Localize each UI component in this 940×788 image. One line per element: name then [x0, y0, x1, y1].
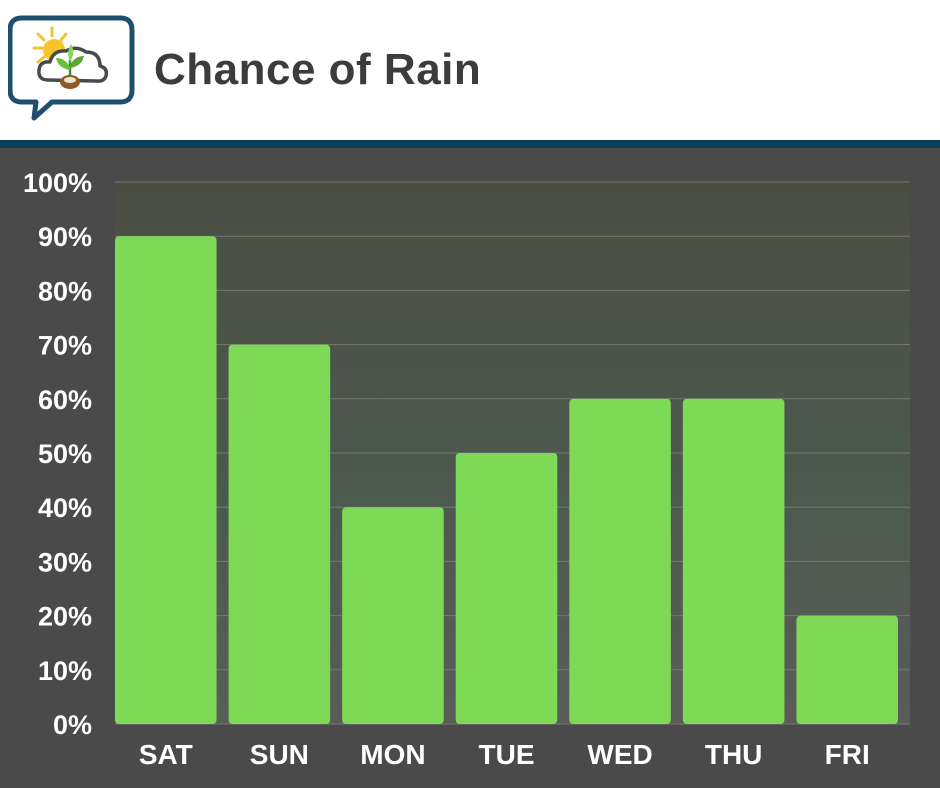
y-tick-label: 100%: [23, 168, 92, 198]
y-tick-label: 10%: [38, 656, 92, 686]
bar-sat: [115, 236, 217, 724]
x-tick-label: FRI: [825, 739, 870, 770]
y-tick-label: 20%: [38, 602, 92, 632]
chart-container: 0% 10% 20% 30% 40% 50% 60% 70% 80% 90% 100% SAT SUN…: [0, 148, 940, 788]
x-tick-label: MON: [360, 739, 425, 770]
bar-tue: [455, 453, 558, 724]
y-tick-label: 50%: [38, 439, 92, 469]
bar-thu: [682, 398, 785, 724]
y-tick-label: 30%: [38, 547, 92, 577]
bar-sun: [228, 344, 331, 724]
bar-wed: [569, 398, 671, 724]
y-tick-label: 80%: [38, 276, 92, 306]
page-title: Chance of Rain: [154, 45, 482, 94]
x-tick-label: THU: [705, 739, 763, 770]
x-tick-label: WED: [587, 739, 652, 770]
rain-chance-bar-chart: 0% 10% 20% 30% 40% 50% 60% 70% 80% 90% 100% SAT SUN…: [23, 168, 910, 770]
y-tick-label: 60%: [38, 385, 92, 415]
header-divider: [0, 140, 940, 148]
y-tick-label: 90%: [38, 222, 92, 252]
y-tick-label: 40%: [38, 493, 92, 523]
header: Chance of Rain: [0, 0, 940, 140]
x-tick-label: SUN: [250, 739, 309, 770]
x-tick-label: SAT: [139, 739, 193, 770]
x-tick-label: TUE: [479, 739, 535, 770]
weather-cloud-plant-icon: [8, 15, 135, 121]
bar-mon: [342, 507, 444, 724]
bar-fri: [796, 615, 898, 724]
y-tick-label: 70%: [38, 331, 92, 361]
y-tick-label: 0%: [53, 710, 92, 740]
